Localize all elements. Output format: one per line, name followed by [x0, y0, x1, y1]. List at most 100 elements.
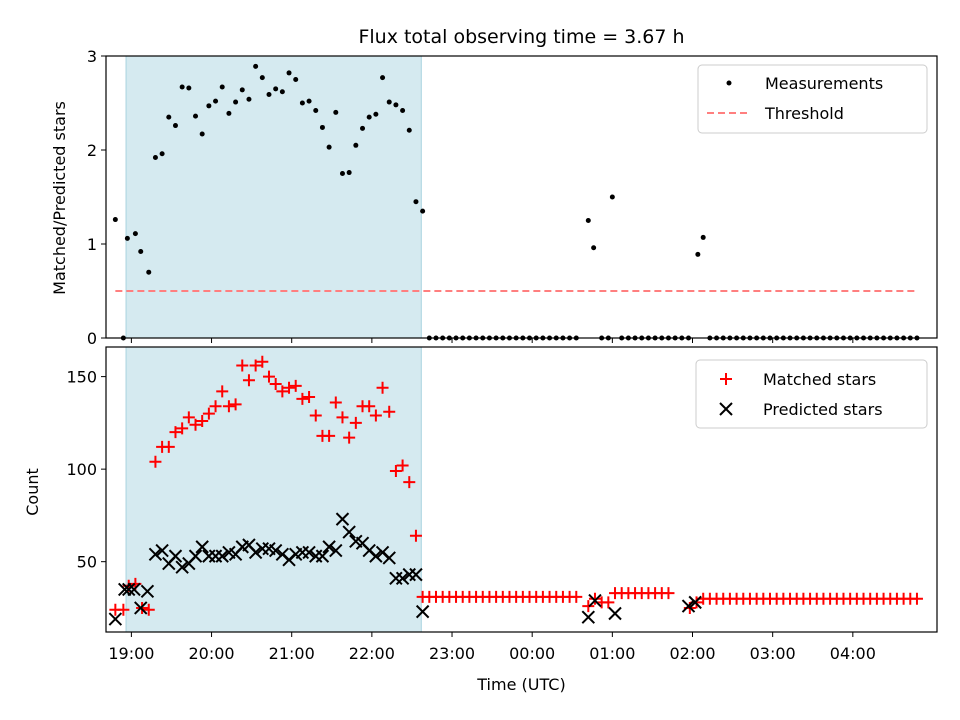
bottom-legend: Matched stars Predicted stars: [695, 359, 928, 429]
measurement-point: [609, 194, 615, 200]
matched-star-point: [289, 379, 302, 392]
matched-star-point: [276, 385, 289, 398]
matched-star-point: [403, 476, 416, 489]
measurement-point: [585, 218, 591, 223]
predicted-star-point: [335, 512, 350, 526]
matched-star-point: [662, 587, 675, 600]
measurement-point: [413, 199, 419, 205]
measurement-point: [346, 170, 352, 176]
top-y-tick-label: 2: [87, 141, 97, 160]
matched-star-point: [117, 603, 130, 616]
matched-star-point: [383, 405, 396, 418]
legend-predicted-marker: [719, 402, 733, 416]
measurement-point: [366, 114, 372, 120]
top-legend: Measurements Threshold: [697, 64, 928, 134]
top-axes-frame: [105, 55, 938, 339]
measurement-point: [179, 84, 185, 90]
matched-star-point: [309, 409, 322, 422]
matched-star-point: [582, 600, 595, 613]
measurement-point: [279, 89, 285, 95]
measurement-point: [213, 98, 219, 104]
bottom-axis-ticks: 19:00 20:00 21:00 22:00 23:00 00:00 01:00 02:00…: [66, 368, 875, 663]
predicted-star-point: [127, 582, 141, 597]
predicted-star-point: [688, 595, 702, 610]
legend-threshold-label: Threshold: [764, 104, 844, 123]
measurement-point: [112, 217, 118, 223]
bottom-y-tick-label: 100: [66, 460, 97, 479]
bottom-y-tick-label: 150: [66, 368, 97, 387]
measurement-point: [306, 98, 312, 104]
matched-star-point: [176, 422, 189, 435]
predicted-star-point: [168, 549, 183, 563]
matched-star-point: [222, 400, 235, 413]
matched-star-point: [209, 400, 222, 413]
predicted-star-point: [369, 549, 383, 563]
matched-star-point: [363, 400, 376, 413]
predicted-star-point: [342, 525, 356, 539]
matched-star-point: [249, 359, 262, 372]
measurement-point: [386, 99, 392, 105]
top-panel: 0 1 2 3 Matched/Predicted stars Measurement…: [50, 47, 938, 348]
matched-star-point: [236, 359, 249, 372]
measurement-point: [339, 171, 345, 176]
matched-star-point: [262, 370, 275, 383]
top-shaded-interval: [125, 55, 422, 339]
predicted-star-point: [608, 606, 622, 621]
matched-star-point: [229, 398, 242, 411]
measurement-point: [286, 70, 292, 76]
x-tick-label: 00:00: [509, 644, 555, 663]
top-y-tick-label: 3: [87, 47, 97, 66]
matched-star-point: [269, 378, 282, 391]
matched-star-point: [369, 409, 382, 422]
predicted-star-point: [588, 593, 602, 608]
x-tick-label: 22:00: [349, 644, 395, 663]
matched-star-point: [343, 431, 356, 444]
measurement-point: [273, 86, 279, 92]
legend-matched-marker: [720, 373, 732, 385]
matched-star-point: [336, 411, 349, 424]
predicted-star-point: [134, 601, 148, 615]
matched-star-point: [256, 355, 269, 368]
bottom-plot-area: [108, 355, 923, 626]
top-y-tick-label: 0: [87, 329, 97, 348]
matched-star-point: [202, 407, 215, 420]
bottom-axes-frame: [105, 346, 938, 633]
measurement-point: [695, 251, 701, 257]
matched-star-point: [283, 381, 296, 394]
measurement-point: [239, 87, 245, 93]
predicted-star-point: [322, 540, 336, 554]
measurement-point: [299, 100, 305, 106]
chart-title: Flux total observing time = 3.67 h: [358, 26, 684, 48]
measurement-point: [393, 102, 399, 108]
measurement-point: [166, 114, 172, 120]
measurement-point: [226, 110, 232, 116]
measurement-point: [373, 111, 379, 117]
predicted-star-point: [122, 582, 136, 597]
predicted-star-point: [140, 584, 155, 598]
legend-measurements-marker: [726, 80, 732, 86]
x-tick-label: 21:00: [269, 644, 315, 663]
predicted-star-point: [155, 543, 169, 558]
measurement-point: [319, 124, 325, 130]
matched-star-point: [162, 440, 175, 453]
matched-star-point: [169, 426, 182, 439]
measurement-point: [186, 85, 192, 91]
matched-star-point: [296, 392, 309, 405]
top-legend-box: [697, 64, 928, 134]
measurement-point: [353, 142, 359, 148]
predicted-star-point: [315, 549, 330, 563]
measurement-point: [333, 109, 339, 115]
bottom-legend-box: [695, 359, 928, 429]
measurement-point: [420, 208, 426, 214]
measurement-point: [253, 63, 259, 69]
predicted-star-point: [188, 549, 203, 563]
predicted-star-point: [302, 545, 316, 560]
measurement-point: [259, 75, 265, 81]
predicted-star-point: [681, 599, 696, 613]
measurement-point: [206, 103, 212, 109]
matched-star-point: [149, 455, 162, 468]
matched-star-point: [303, 390, 316, 403]
matched-star-point: [182, 411, 195, 424]
x-tick-label: 20:00: [188, 644, 234, 663]
